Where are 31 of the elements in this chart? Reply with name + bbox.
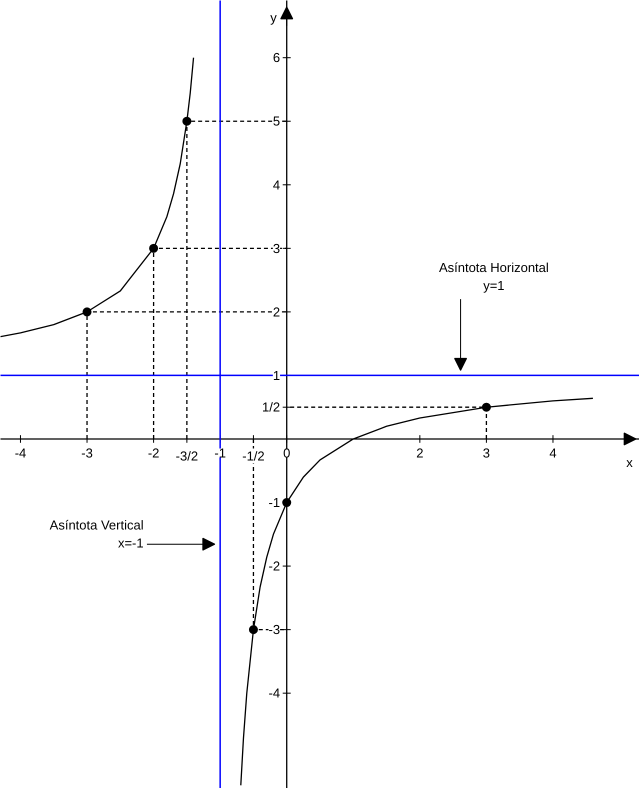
y-tick-label: 2 — [272, 304, 280, 320]
x-tick-label: -1/2 — [242, 448, 265, 464]
y-tick-label: 5 — [272, 114, 280, 129]
y-tick-label: 4 — [272, 177, 280, 192]
x-tick-label: -3 — [81, 446, 93, 461]
ref-line-label: Asíntota Horizontal y=1 — [438, 260, 549, 293]
y-tick-label: 3 — [272, 240, 280, 256]
y-tick-label: -4 — [268, 686, 280, 701]
point — [149, 244, 158, 253]
x-axis-title: x — [626, 454, 634, 470]
x-tick-label: 3 — [482, 446, 490, 461]
x-tick-label: -3/2 — [176, 448, 198, 464]
x-tick-label: -4 — [14, 446, 26, 461]
ref-line-label: Asíntota Vertical x=-1 — [50, 518, 144, 551]
y-tick-label: 1/2 — [262, 400, 280, 415]
point — [282, 498, 292, 508]
x-tick-label: 2 — [416, 446, 424, 461]
y-axis-title: y — [270, 10, 278, 26]
point — [248, 625, 258, 634]
point — [182, 116, 192, 126]
y-tick-label: -3 — [268, 622, 280, 638]
y-tick-label: 1 — [272, 368, 280, 383]
point — [482, 402, 491, 412]
y-tick-label: -2 — [268, 558, 280, 574]
x-tick-label: -1 — [214, 446, 226, 461]
point — [82, 307, 92, 316]
x-tick-label: -2 — [148, 446, 160, 461]
y-tick-label: -1 — [268, 495, 280, 510]
x-tick-label: 4 — [549, 446, 557, 461]
x-tick-label: 0 — [283, 446, 290, 461]
y-tick-label: 6 — [272, 50, 280, 66]
